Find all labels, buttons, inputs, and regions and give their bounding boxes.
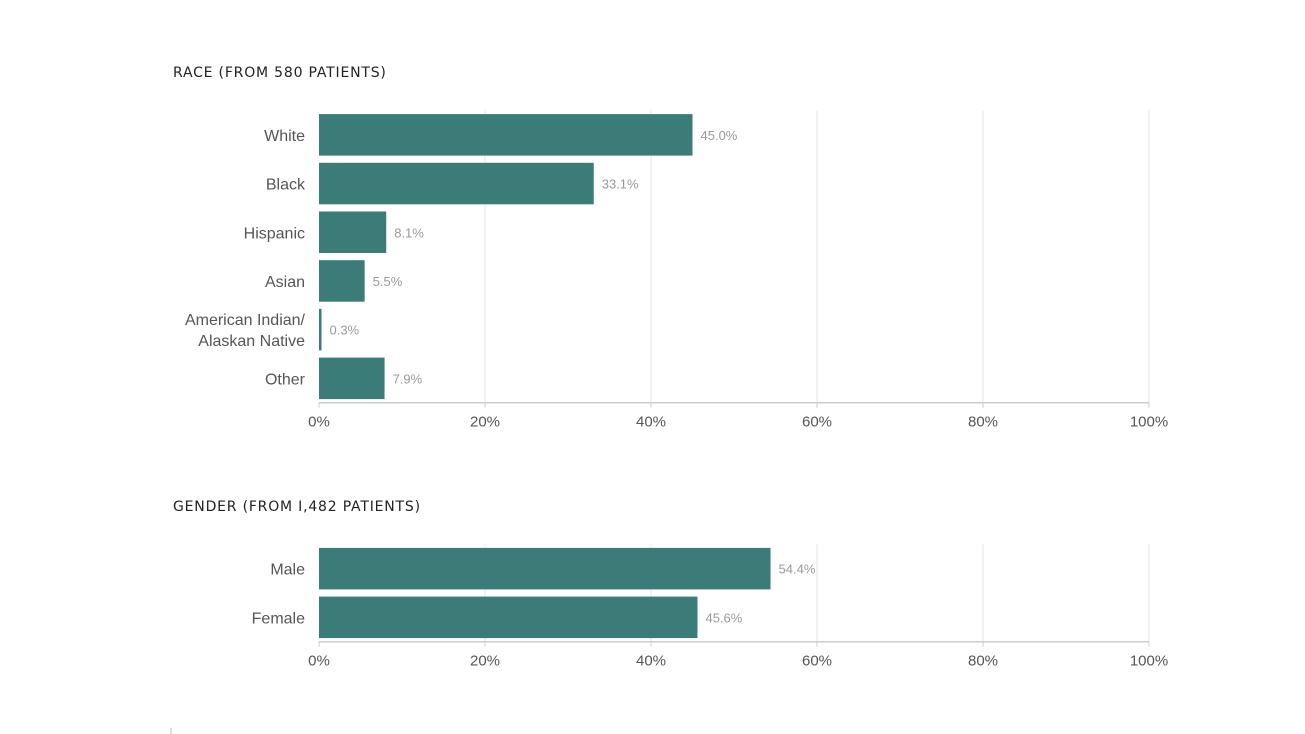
race-bar-hispanic (319, 211, 387, 253)
race-category-label-hispanic: Hispanic (244, 225, 305, 242)
race-category-label-black: Black (266, 177, 306, 194)
race-category-label-other: Other (265, 371, 306, 388)
gender-bar-female (319, 596, 698, 639)
race-value-label-asian: 5.5% (373, 274, 403, 289)
race-bar-american-indian-alaskan-native (319, 308, 322, 351)
race-value-label-black: 33.1% (602, 177, 639, 192)
race-value-label-hispanic: 8.1% (394, 225, 424, 240)
race-bar-other (319, 357, 385, 400)
race-value-label-white: 45.0% (701, 128, 738, 143)
race-x-tick-label-100: 100% (1130, 414, 1168, 431)
race-x-tick-label-80: 80% (968, 414, 998, 431)
gender-chart-title: GENDER (FROM I,482 PATIENTS) (173, 499, 421, 515)
gender-x-tick-label-60: 60% (802, 653, 832, 670)
gender-bar-male (319, 547, 771, 590)
race-chart-title: RACE (FROM 580 PATIENTS) (173, 65, 387, 81)
gender-category-label-male: Male (270, 562, 305, 579)
race-category-label-american-indian-alaskan-native: American Indian/Alaskan Native (185, 312, 306, 350)
gender-x-tick-label-80: 80% (968, 653, 998, 670)
gender-x-tick-label-0: 0% (308, 653, 330, 670)
race-x-tick-label-60: 60% (802, 414, 832, 431)
gender-x-tick-label-20: 20% (470, 653, 500, 670)
race-bar-chart: 0% 20% 40% 60% 80% 100% White 45.0% Black 33.1% Hi… (185, 110, 1168, 431)
gender-value-label-male: 54.4% (779, 562, 816, 577)
race-bar-white (319, 114, 693, 156)
race-category-label-white: White (264, 128, 305, 145)
gender-x-tick-label-100: 100% (1130, 653, 1168, 670)
race-value-label-american-indian-alaskan-native: 0.3% (329, 323, 359, 338)
gender-category-label-female: Female (252, 610, 305, 627)
gender-bar-chart: 0% 20% 40% 60% 80% 100% Male 54.4% Female 45.6% (252, 544, 1168, 670)
race-gridlines (484, 110, 1150, 403)
race-x-tick-label-0: 0% (308, 414, 330, 431)
race-category-label-asian: Asian (265, 274, 305, 291)
race-value-label-other: 7.9% (393, 371, 423, 386)
race-x-tick-label-20: 20% (470, 414, 500, 431)
gender-value-label-female: 45.6% (705, 610, 742, 625)
race-bar-black (319, 162, 594, 205)
footer-divider (170, 728, 172, 734)
race-bar-asian (319, 260, 365, 302)
gender-x-tick-label-40: 40% (636, 653, 666, 670)
race-x-tick-label-40: 40% (636, 414, 666, 431)
